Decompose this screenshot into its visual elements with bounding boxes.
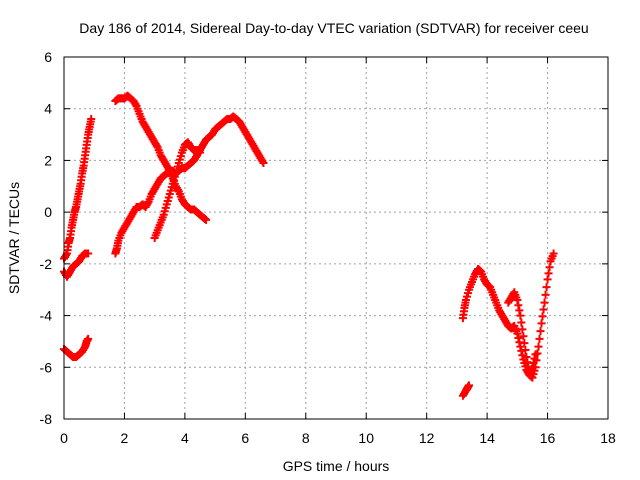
data-point <box>537 319 546 328</box>
x-tick-label: 0 <box>60 430 68 446</box>
y-tick-label: 0 <box>44 204 52 220</box>
x-tick-label: 2 <box>121 430 129 446</box>
data-point <box>515 306 524 315</box>
data-point <box>536 327 545 336</box>
y-axis-label: SDTVAR / TECUs <box>6 182 22 294</box>
data-point <box>517 318 526 327</box>
x-tick-label: 12 <box>419 430 435 446</box>
data-point <box>522 352 531 361</box>
x-tick-label: 6 <box>241 430 249 446</box>
y-tick-label: -8 <box>40 411 53 427</box>
series-arc3 <box>60 334 93 361</box>
tick-labels: 0 2 4 6 8 10 12 14 16 18 -8 -6 -4 -2 0 2 4 6 <box>40 49 616 446</box>
data-point <box>528 363 537 372</box>
y-tick-label: -2 <box>40 256 53 272</box>
data-point <box>535 334 544 343</box>
x-tick-label: 14 <box>479 430 495 446</box>
data-point <box>540 298 549 307</box>
data-point <box>84 334 93 343</box>
data-point <box>530 354 539 363</box>
x-tick-label: 18 <box>600 430 616 446</box>
x-tick-label: 4 <box>181 430 189 446</box>
series-arc6 <box>150 138 204 242</box>
series-arc2 <box>60 115 96 263</box>
data-point <box>518 351 527 360</box>
data-point <box>513 329 522 338</box>
y-tick-label: 6 <box>44 49 52 65</box>
data-point <box>545 263 554 272</box>
data-point <box>549 249 558 258</box>
series-arc9 <box>458 381 473 400</box>
data-point <box>521 346 530 355</box>
data-point <box>464 381 473 390</box>
x-tick-label: 16 <box>540 430 556 446</box>
data-point <box>534 342 543 351</box>
data-point <box>542 283 551 292</box>
data-point <box>519 332 528 341</box>
data-point <box>196 148 204 157</box>
data-point <box>87 115 96 124</box>
x-tick-label: 8 <box>302 430 310 446</box>
data-point <box>529 358 538 367</box>
data-point <box>514 301 523 310</box>
plot-frame <box>63 56 609 420</box>
y-tick-label: -6 <box>40 359 53 375</box>
data-point <box>516 342 525 351</box>
data-point <box>84 249 93 258</box>
data-point <box>544 269 553 278</box>
data-point <box>538 312 547 321</box>
series-arc8 <box>504 288 540 377</box>
data-point <box>202 215 211 224</box>
y-tick-label: -4 <box>40 308 53 324</box>
data-point <box>543 275 552 284</box>
data-point <box>541 290 550 299</box>
grid <box>64 57 608 419</box>
data-points <box>60 91 558 400</box>
series-arc5 <box>111 112 268 258</box>
axis-ticks <box>63 56 609 420</box>
data-point <box>516 311 525 320</box>
chart-title: Day 186 of 2014, Sidereal Day-to-day VTE… <box>79 20 588 36</box>
data-point <box>539 305 548 314</box>
data-point <box>259 159 268 168</box>
x-axis-label: GPS time / hours <box>283 458 390 474</box>
y-tick-label: 4 <box>44 101 52 117</box>
data-point <box>531 350 540 359</box>
series-arc7 <box>458 249 558 382</box>
data-point <box>520 339 529 348</box>
y-tick-label: 2 <box>44 152 52 168</box>
data-point <box>514 333 523 342</box>
data-point <box>518 325 527 334</box>
x-tick-label: 10 <box>358 430 374 446</box>
data-point <box>513 296 522 305</box>
series-arc4 <box>111 91 211 224</box>
